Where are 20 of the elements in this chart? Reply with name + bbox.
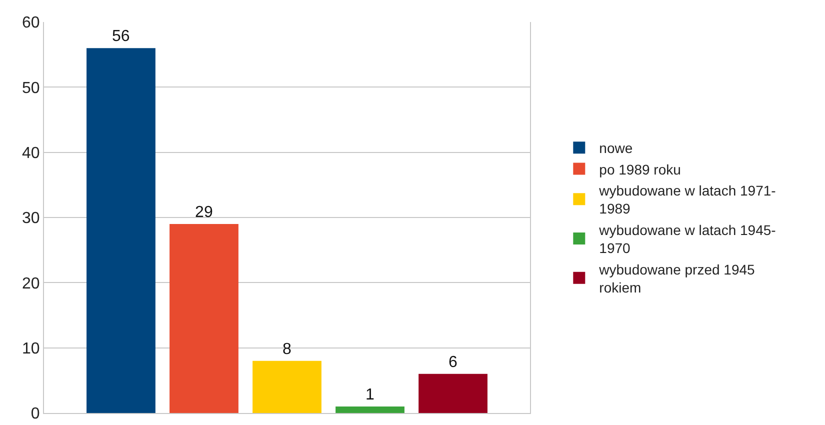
data-label: 1: [366, 386, 375, 404]
bar: [170, 224, 238, 413]
y-tick-label: 20: [22, 275, 40, 292]
data-label: 8: [282, 340, 292, 358]
legend-label: nowe: [599, 140, 633, 156]
data-label: 56: [112, 28, 130, 46]
y-tick-label: 60: [22, 14, 40, 32]
bar: [252, 360, 322, 413]
y-tick-label: 40: [22, 144, 40, 162]
data-label: 29: [195, 204, 213, 222]
bar: [336, 406, 404, 413]
y-tick-label: 0: [30, 406, 40, 423]
data-label: 6: [448, 354, 458, 371]
bar: [86, 48, 156, 413]
legend-label: po 1989 roku: [599, 161, 681, 178]
y-tick-label: 10: [22, 340, 40, 358]
legend-label: wybudowane przed 1945 rokiem: [598, 261, 756, 296]
bar: [418, 374, 488, 413]
y-tick-label: 50: [22, 80, 40, 97]
y-tick-label: 30: [22, 210, 40, 228]
